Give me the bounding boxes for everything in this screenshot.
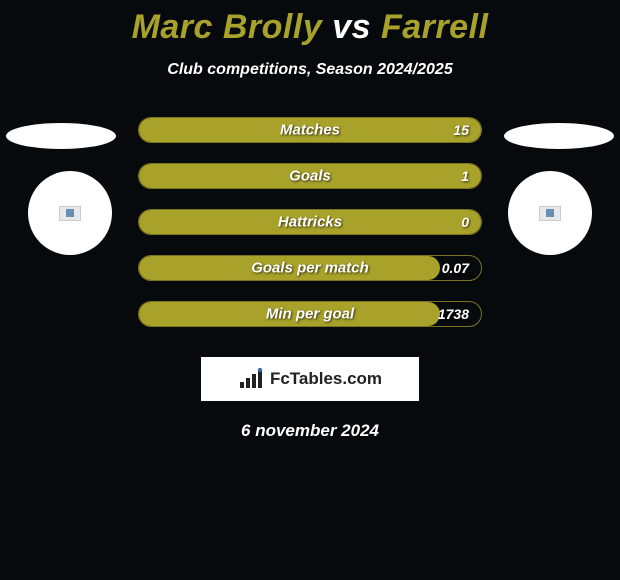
stat-bar-matches: Matches 15 — [138, 117, 482, 143]
bar-value: 0.07 — [442, 260, 469, 276]
bar-value: 1 — [461, 168, 469, 184]
bar-value: 1738 — [438, 306, 469, 322]
bar-label: Matches — [280, 122, 340, 139]
bar-label: Min per goal — [266, 306, 354, 323]
date-text: 6 november 2024 — [0, 421, 620, 441]
bar-value: 15 — [453, 122, 469, 138]
fctables-logo[interactable]: FcTables.com — [201, 357, 419, 401]
player1-badge-circle — [28, 171, 112, 255]
bar-label: Hattricks — [278, 214, 342, 231]
bar-value: 0 — [461, 214, 469, 230]
chart-area: Matches 15 Goals 1 Hattricks 0 Goals per… — [0, 117, 620, 327]
subtitle: Club competitions, Season 2024/2025 — [0, 61, 620, 79]
player1-name: Marc Brolly — [132, 8, 323, 46]
bars-chart-icon — [238, 368, 266, 390]
bar-label: Goals per match — [251, 260, 369, 277]
stat-bar-goals-per-match: Goals per match 0.07 — [138, 255, 482, 281]
stat-bars: Matches 15 Goals 1 Hattricks 0 Goals per… — [138, 117, 482, 327]
stat-bar-hattricks: Hattricks 0 — [138, 209, 482, 235]
ellipse-right — [504, 123, 614, 149]
bar-label: Goals — [289, 168, 331, 185]
stat-bar-min-per-goal: Min per goal 1738 — [138, 301, 482, 327]
player2-name: Farrell — [381, 8, 488, 46]
vs-text: vs — [332, 8, 371, 46]
player2-badge-circle — [508, 171, 592, 255]
logo-text: FcTables.com — [270, 369, 382, 389]
stat-bar-goals: Goals 1 — [138, 163, 482, 189]
ellipse-left — [6, 123, 116, 149]
player2-flag-icon — [539, 206, 561, 221]
player1-flag-icon — [59, 206, 81, 221]
comparison-title: Marc Brolly vs Farrell — [0, 0, 620, 47]
